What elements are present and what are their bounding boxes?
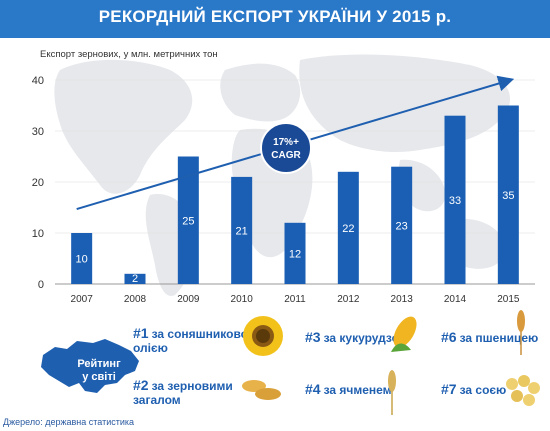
sunflower-icon — [243, 316, 283, 356]
cagr-label: 17%+ — [273, 137, 299, 148]
soybean-icon — [506, 375, 540, 406]
x-axis-ticks: 2007 2008 2009 2010 2011 2012 2013 2014 2015 — [71, 294, 520, 305]
x-tick-label: 2015 — [497, 294, 520, 305]
bar-2010 — [231, 176, 253, 284]
rating-item-soy: #7 за соєю — [441, 381, 507, 397]
rating-label: Рейтинг у світі — [77, 358, 121, 383]
bar-2014 — [444, 115, 466, 284]
y-tick-label: 10 — [32, 228, 44, 240]
wheat-icon — [517, 310, 525, 355]
x-tick-label: 2012 — [337, 294, 360, 305]
bar-2013 — [391, 166, 413, 284]
bar-value-label: 25 — [182, 215, 194, 227]
bar-value-label: 23 — [396, 220, 408, 232]
y-axis-label: Експорт зернових, у млн. метричних тон — [40, 49, 218, 60]
ukraine-map-icon — [41, 339, 139, 393]
world-map-background — [54, 54, 510, 296]
bar-value-label: 22 — [342, 223, 354, 235]
rating-item-sunflower-oil: #1 за соняшниковою олією — [133, 325, 259, 355]
y-tick-label: 30 — [32, 126, 44, 138]
source-note: Джерело: державна статистика — [3, 417, 135, 427]
bar-2007 — [71, 233, 93, 284]
bar-value-label: 10 — [76, 254, 88, 266]
page-title: РЕКОРДНИЙ ЕКСПОРТ УКРАЇНИ У 2015 р. — [98, 7, 452, 26]
seeds-icon — [242, 380, 281, 400]
trend-line-group: 17%+ CAGR — [76, 75, 515, 210]
x-tick-label: 2007 — [71, 294, 94, 305]
bar-2009 — [177, 156, 199, 284]
bar-2012 — [337, 171, 359, 284]
y-tick-label: 0 — [38, 279, 44, 291]
x-tick-label: 2009 — [177, 294, 200, 305]
x-tick-label: 2008 — [124, 294, 147, 305]
x-tick-label: 2010 — [231, 294, 254, 305]
barley-icon — [388, 370, 396, 415]
rating-item-wheat: #6 за пшеницею — [441, 329, 539, 345]
bar-value-label: 2 — [132, 273, 138, 285]
bar-2008 — [124, 273, 146, 284]
cagr-bubble — [260, 122, 312, 174]
bars-group: 10 2 25 21 12 22 23 33 35 — [71, 105, 519, 285]
rating-item-grain: #2 за зерновими загалом — [133, 377, 233, 407]
bar-value-label: 33 — [449, 195, 461, 207]
cagr-label: CAGR — [271, 150, 301, 161]
bar-value-label: 12 — [289, 248, 301, 260]
y-tick-label: 40 — [32, 75, 44, 87]
bar-value-label: 35 — [502, 190, 514, 202]
bar-2015 — [497, 105, 519, 284]
x-tick-label: 2011 — [284, 294, 306, 305]
rating-item-corn: #3 за кукурудзою — [305, 329, 410, 345]
rating-item-barley: #4 за ячменем — [305, 381, 392, 397]
y-tick-label: 20 — [32, 177, 44, 189]
x-tick-label: 2014 — [444, 294, 467, 305]
x-tick-label: 2013 — [391, 294, 414, 305]
y-axis-ticks: 0 10 20 30 40 — [32, 75, 44, 291]
corn-icon — [391, 316, 417, 352]
title-banner: РЕКОРДНИЙ ЕКСПОРТ УКРАЇНИ У 2015 р. — [0, 0, 550, 38]
bar-value-label: 21 — [236, 225, 248, 237]
bar-2011 — [284, 222, 306, 284]
